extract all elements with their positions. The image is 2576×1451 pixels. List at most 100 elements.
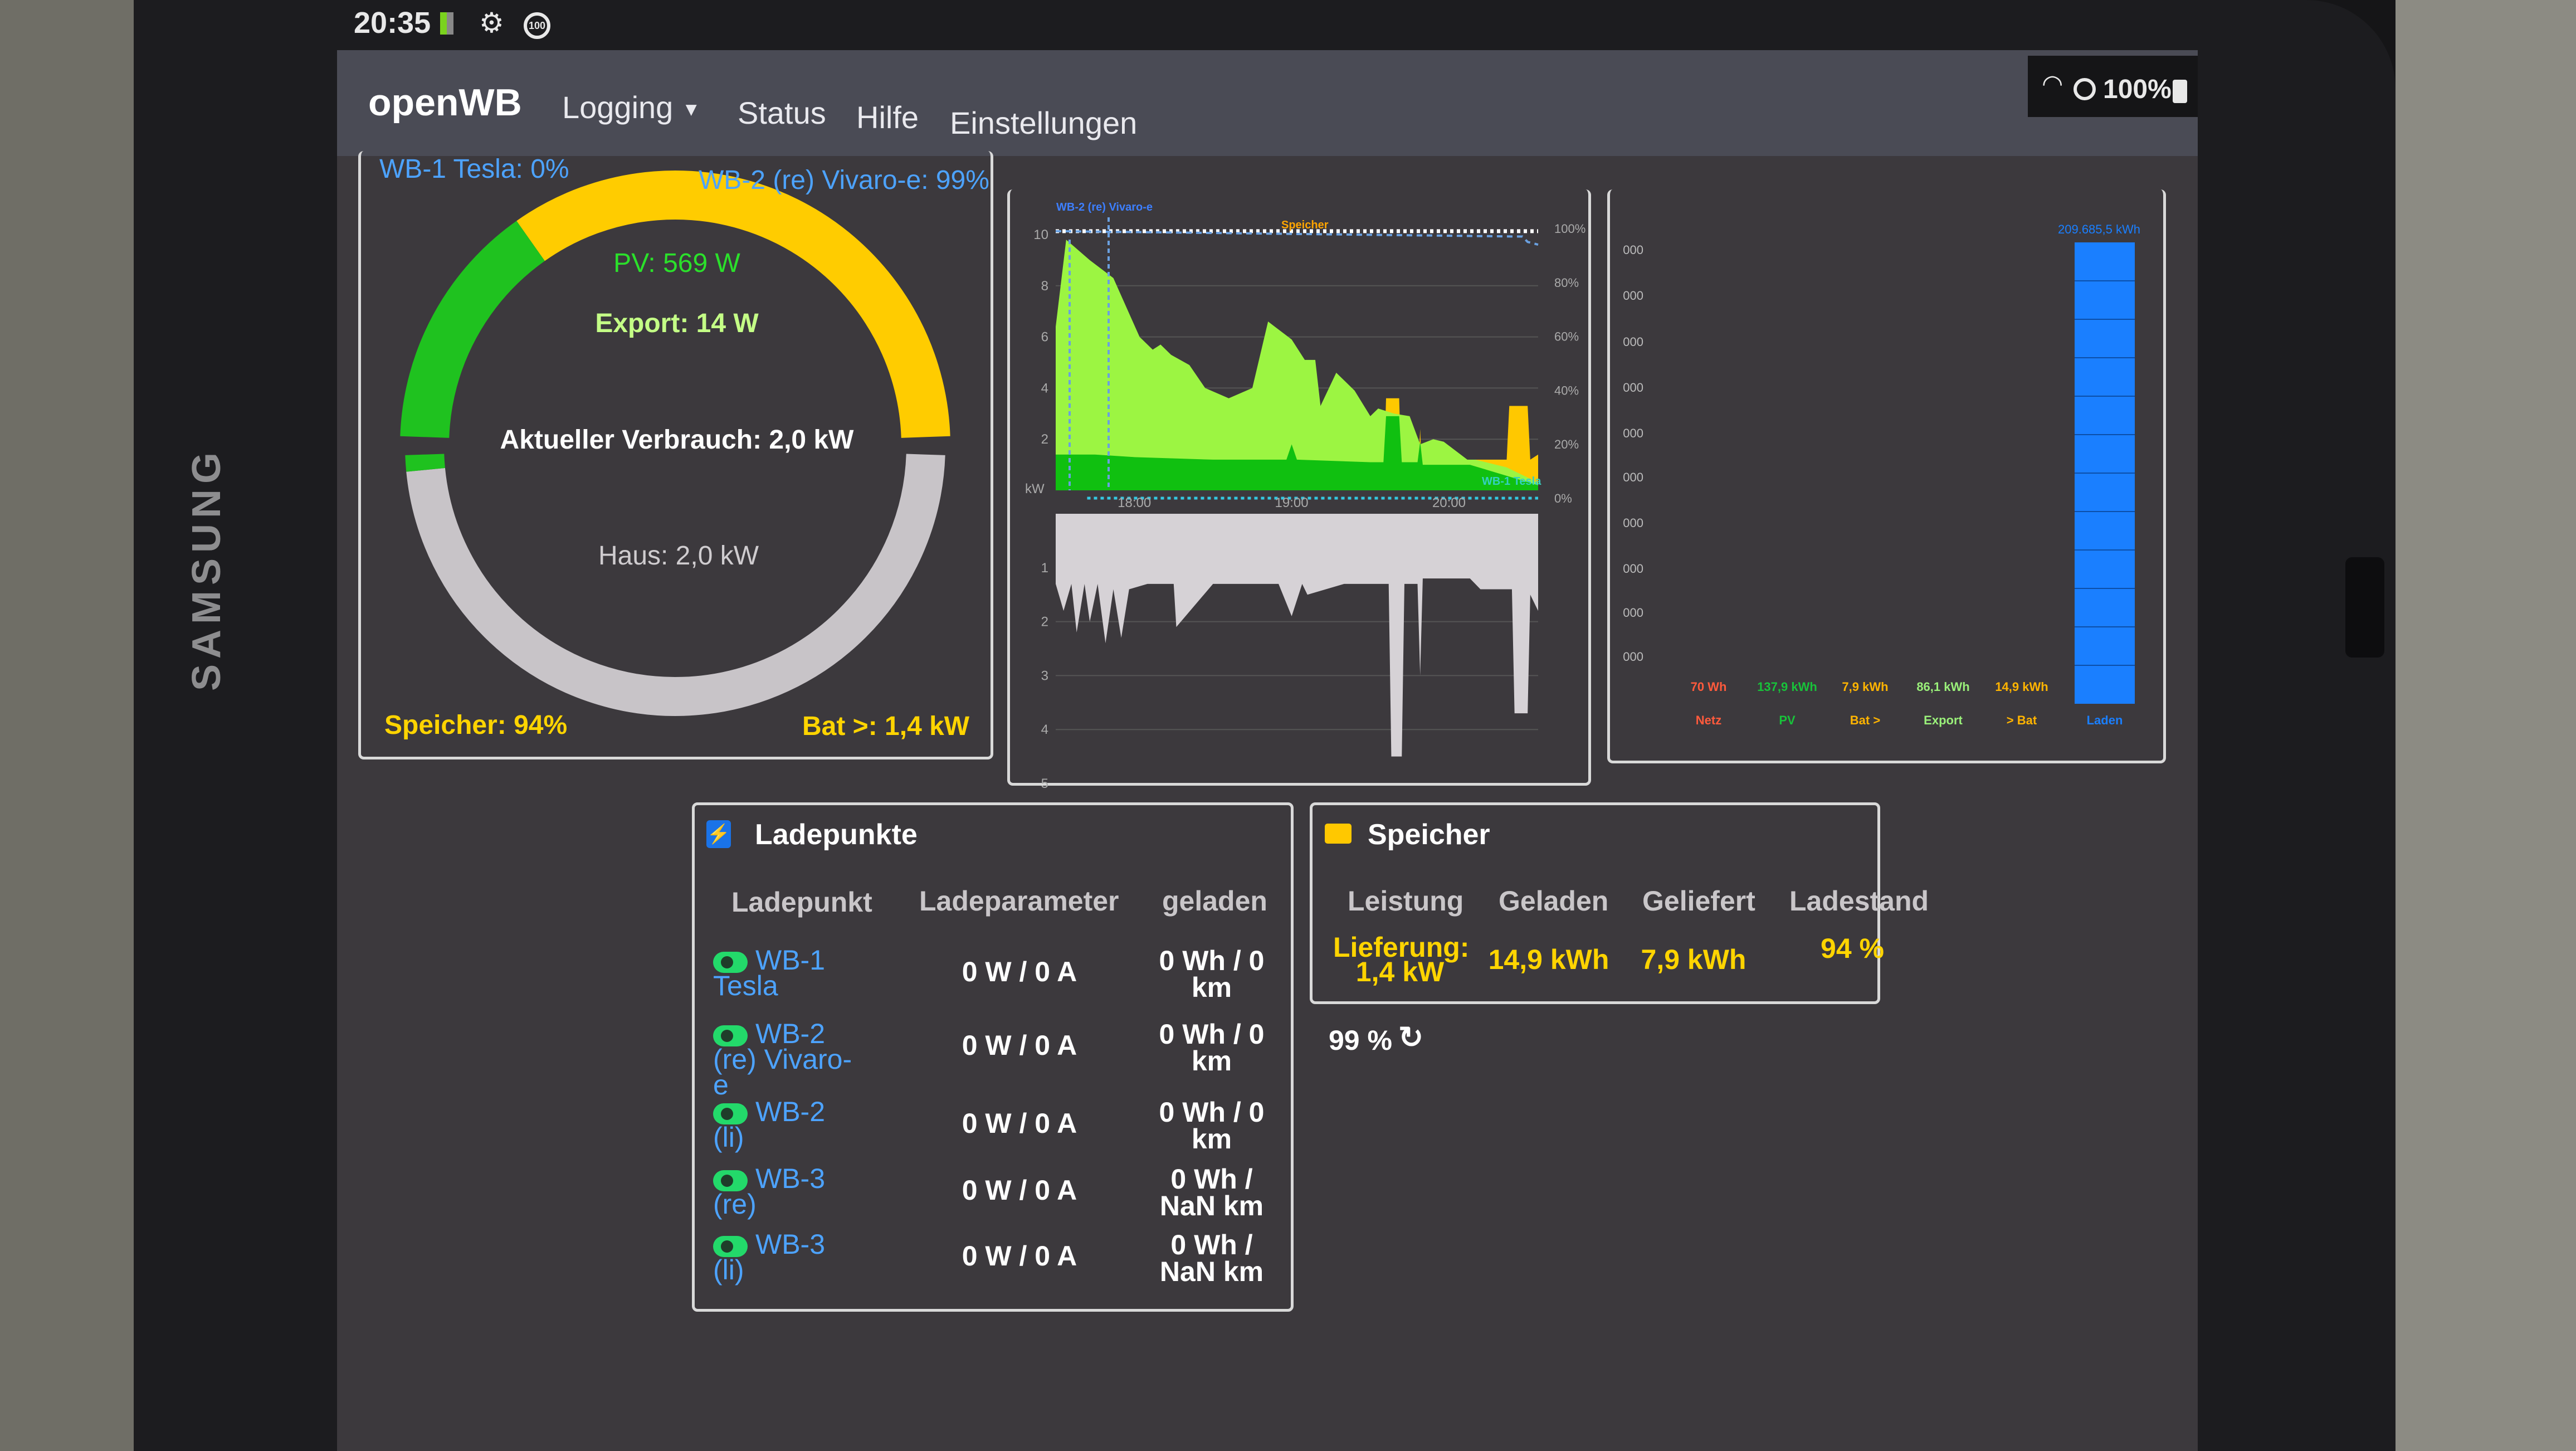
bar-value-label: 7,9 kWh xyxy=(1842,680,1888,694)
bar-category-label: PV xyxy=(1779,713,1796,727)
geladen: 0 Wh / 0 km xyxy=(1159,1019,1265,1077)
annotation-wb1: WB-1 Tesla xyxy=(1482,475,1541,488)
ladepunkte-panel xyxy=(692,802,1294,1312)
bar-value-label: 137,9 kWh xyxy=(1757,680,1817,694)
data-saver-icon xyxy=(440,12,453,35)
table-row: WB-2 (re) Vivaro-e 0 W / 0 A 0 Wh / 0 km xyxy=(713,1019,1281,1099)
ladeparameter: 0 W / 0 A xyxy=(962,1175,1077,1206)
y2-tick-label: 60% xyxy=(1554,330,1579,344)
battery-percent: 100% xyxy=(2103,75,2172,104)
ladeparameter: 0 W / 0 A xyxy=(962,1030,1077,1061)
y-tick-label-bottom: 1 xyxy=(1041,561,1048,576)
pv-power: PV: 569 W xyxy=(613,249,740,278)
nav-hilfe[interactable]: Hilfe xyxy=(856,100,919,135)
ladepunkt-name[interactable]: WB-3 (li) xyxy=(713,1230,863,1284)
x-tick-label: 19:00 xyxy=(1275,495,1309,510)
export-power: Export: 14 W xyxy=(595,309,759,338)
y2-tick-label: 80% xyxy=(1554,276,1579,290)
bar-value-label: 209.685,5 kWh xyxy=(2058,222,2140,236)
x-tick-label: 20:00 xyxy=(1432,495,1466,510)
house-power: Haus: 2,0 kW xyxy=(598,541,759,571)
status-bar-right xyxy=(2028,56,2198,117)
caret-down-icon: ▼ xyxy=(681,99,701,120)
y-tick-label-bottom: 2 xyxy=(1041,615,1048,630)
navbar xyxy=(337,50,2198,156)
bar-value-label: 86,1 kWh xyxy=(1916,680,1969,694)
geladen: 0 Wh / NaN km xyxy=(1159,1163,1264,1221)
bar-y-tick: 000 xyxy=(1623,289,1643,303)
status-time: 20:35 xyxy=(354,6,431,40)
do-not-disturb-icon xyxy=(2074,78,2096,100)
badge-100-icon: 100 xyxy=(524,12,550,39)
annotation-wb2: WB-2 (re) Vivaro-e xyxy=(1056,201,1153,213)
nav-logging[interactable]: Logging ▼ xyxy=(562,89,701,125)
brand-logo[interactable]: openWB xyxy=(368,81,522,124)
col-ladestand: Ladestand xyxy=(1789,885,1929,917)
x-tick-label: 18:00 xyxy=(1118,495,1151,510)
geladen: 0 Wh / 0 km xyxy=(1159,945,1265,1003)
nav-einstellungen[interactable]: Einstellungen xyxy=(950,105,1138,140)
ladepunkt-toggle[interactable] xyxy=(713,1170,748,1191)
background-wall-right xyxy=(2396,0,2576,1451)
table-row: WB-1 Tesla 0 W / 0 A 0 Wh / 0 km xyxy=(713,945,1281,1014)
battery-icon xyxy=(2173,80,2187,103)
ladepunkt-toggle[interactable] xyxy=(713,1235,748,1257)
bar-y-tick: 000 xyxy=(1623,470,1643,484)
refresh-icon[interactable]: ↻ xyxy=(1398,1021,1424,1054)
y2-tick-label: 40% xyxy=(1554,383,1579,397)
y-tick-label-bottom: 4 xyxy=(1041,722,1048,737)
col-ladepunkt: Ladepunkt xyxy=(731,887,872,918)
ladepunkt-name[interactable]: WB-1 Tesla xyxy=(713,946,863,1000)
bar-y-tick: 000 xyxy=(1623,426,1643,440)
storage-soc: Speicher: 94% xyxy=(384,710,568,740)
gauge-arc-pv-green xyxy=(400,221,545,439)
bar-value-label: 14,9 kWh xyxy=(1995,680,2048,694)
col-geliefert: Geliefert xyxy=(1642,885,1755,917)
table-row: WB-3 (li) 0 W / 0 A 0 Wh / NaN km xyxy=(713,1230,1281,1298)
y-tick-label: 10 xyxy=(1033,227,1048,242)
nav-logging-label: Logging xyxy=(562,90,674,125)
ladepunkt-toggle[interactable] xyxy=(713,1103,748,1124)
speicher-title: Speicher xyxy=(1368,819,1490,851)
speicher-geliefert: 7,9 kWh xyxy=(1641,944,1746,975)
col-geladen: Geladen xyxy=(1499,885,1609,917)
ladeparameter: 0 W / 0 A xyxy=(962,1240,1077,1272)
ladeparameter: 0 W / 0 A xyxy=(962,1108,1077,1139)
ladepunkt-name[interactable]: WB-3 (re) xyxy=(713,1163,863,1220)
energy-bar-panel xyxy=(1607,189,2166,763)
bar-category-label: Export xyxy=(1924,713,1963,727)
table-row: WB-3 (re) 0 W / 0 A 0 Wh / NaN km xyxy=(713,1163,1281,1233)
col-geladen: geladen xyxy=(1162,885,1267,917)
charging-station-icon: ⚡ xyxy=(706,820,731,848)
bar-y-tick: 000 xyxy=(1623,650,1643,664)
ladepunkt-name[interactable]: WB-2 (li) xyxy=(713,1098,863,1151)
ladepunkt-toggle[interactable] xyxy=(713,1025,748,1046)
gear-icon: ⚙ xyxy=(479,7,504,38)
speicher-soc-line xyxy=(1055,230,1539,246)
ladepunkt-name[interactable]: WB-2 (re) Vivaro-e xyxy=(713,1020,863,1099)
speicher-geladen: 14,9 kWh xyxy=(1488,944,1609,975)
ladepunkt-label: WB-3 (re) xyxy=(713,1163,825,1220)
wifi-icon: ◠ xyxy=(2042,70,2063,98)
y2-tick-label: 0% xyxy=(1554,491,1572,505)
bar-category-label: Bat > xyxy=(1850,713,1880,727)
battery-discharge: Bat >: 1,4 kW xyxy=(802,712,970,741)
bar-y-tick: 000 xyxy=(1623,335,1643,349)
bar-value-label: 70 Wh xyxy=(1691,680,1727,694)
gauge-arc-house-grey xyxy=(406,454,945,717)
ladepunkt-toggle[interactable] xyxy=(713,951,748,973)
table-row: WB-2 (li) 0 W / 0 A 0 Wh / 0 km xyxy=(713,1098,1281,1166)
speicher-leistung: Lieferung: 1,4 kW xyxy=(1333,932,1470,987)
bar-category-label: Netz xyxy=(1696,713,1721,727)
soc-value: 99 % xyxy=(1329,1025,1392,1056)
y2-tick-label: 100% xyxy=(1554,222,1585,236)
col-ladeparameter: Ladeparameter xyxy=(919,885,1119,917)
nav-status[interactable]: Status xyxy=(738,95,826,130)
bar-y-tick: 000 xyxy=(1623,381,1643,395)
speicher-ladestand: 94 % xyxy=(1821,933,1884,964)
y-tick-label: 6 xyxy=(1041,330,1048,345)
current-consumption: Aktueller Verbrauch: 2,0 kW xyxy=(500,425,854,455)
